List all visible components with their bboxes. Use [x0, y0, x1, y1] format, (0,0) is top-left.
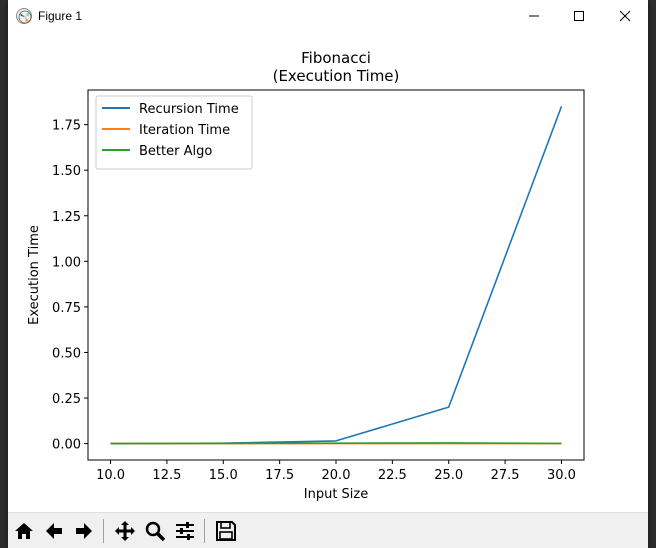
back-arrow-icon [46, 522, 62, 539]
x-tick-label: 25.0 [434, 468, 463, 483]
configure-subplots-icon [176, 521, 194, 540]
figure-window: Figure 1 Fibonacci (Execution Time) 10.0 12… [8, 0, 648, 548]
x-tick-label: 15.0 [209, 468, 238, 483]
forward-button[interactable] [70, 517, 98, 544]
x-tick-label: 10.0 [96, 468, 125, 483]
toolbar-separator [204, 519, 205, 543]
y-tick-label: 1.25 [52, 210, 81, 225]
minimize-icon [529, 15, 539, 17]
zoom-icon [145, 521, 166, 541]
save-icon [216, 520, 236, 541]
back-button[interactable] [40, 517, 68, 544]
close-icon [619, 10, 631, 22]
y-tick-label: 0.00 [52, 438, 81, 453]
title-bar[interactable]: Figure 1 [8, 0, 648, 34]
maximize-button[interactable] [556, 0, 602, 32]
y-tick-label: 0.75 [52, 301, 81, 316]
matplotlib-app-icon [16, 8, 32, 24]
figure-canvas[interactable]: Fibonacci (Execution Time) 10.0 12.5 15.0 17.… [8, 34, 648, 512]
x-tick-label: 22.5 [378, 468, 407, 483]
pan-icon [115, 520, 135, 541]
navigation-toolbar [8, 512, 648, 548]
x-tick-label: 27.5 [491, 468, 520, 483]
home-icon [15, 522, 33, 539]
x-tick-label: 17.5 [265, 468, 294, 483]
configure-subplots-button[interactable] [171, 517, 199, 544]
toolbar-separator [103, 519, 104, 543]
home-button[interactable] [10, 517, 38, 544]
x-axis-label: Input Size [304, 487, 368, 502]
zoom-button[interactable] [141, 517, 169, 544]
save-button[interactable] [212, 517, 240, 544]
maximize-icon [574, 11, 584, 21]
legend-label: Better Algo [139, 144, 212, 159]
x-tick-label: 30.0 [547, 468, 576, 483]
background-right-strip [648, 0, 656, 547]
chart-subtitle: (Execution Time) [273, 67, 400, 85]
minimize-button[interactable] [511, 0, 557, 32]
y-tick-label: 1.00 [52, 255, 81, 270]
legend-label: Iteration Time [139, 123, 230, 138]
series-line-better-algo [110, 442, 562, 445]
x-tick-label: 20.0 [322, 468, 351, 483]
pan-button[interactable] [111, 517, 139, 544]
legend-label: Recursion Time [139, 102, 239, 117]
line-chart: Fibonacci(Execution Time) 10.0 12.5 15.0 17.… [27, 49, 585, 502]
window-title: Figure 1 [38, 9, 83, 23]
close-button[interactable] [602, 0, 648, 32]
background-left-strip [0, 0, 8, 547]
x-tick-label: 12.5 [152, 468, 181, 483]
y-tick-label: 1.50 [52, 164, 81, 179]
y-axis-label: Execution Time [27, 225, 42, 325]
chart-title: Fibonacci [301, 49, 371, 67]
y-tick-label: 0.25 [52, 392, 81, 407]
y-tick-label: 1.75 [52, 119, 81, 134]
legend-box [95, 95, 253, 170]
y-tick-label: 0.50 [52, 346, 81, 361]
forward-arrow-icon [76, 522, 92, 539]
